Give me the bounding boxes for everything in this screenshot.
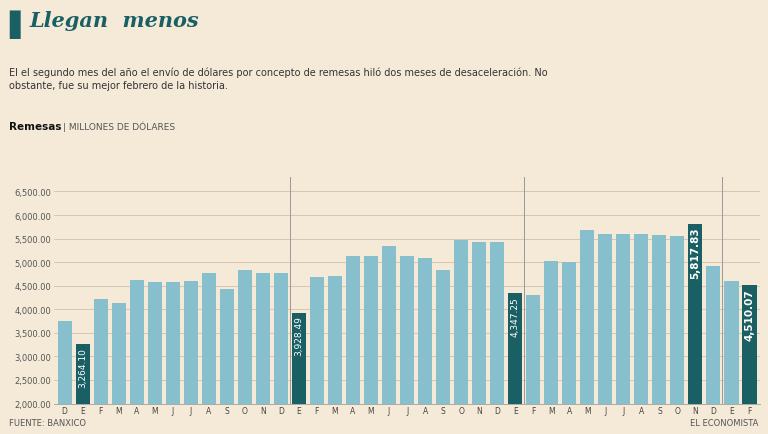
Text: 4,347.25: 4,347.25 xyxy=(511,296,520,336)
Bar xyxy=(184,281,198,404)
Text: Llegan  menos: Llegan menos xyxy=(29,11,199,31)
Bar xyxy=(688,224,703,404)
Bar xyxy=(616,235,631,404)
Bar xyxy=(310,277,324,404)
Bar xyxy=(436,270,450,404)
Text: 3,928.49: 3,928.49 xyxy=(294,316,303,355)
Bar xyxy=(292,313,306,404)
Bar xyxy=(274,274,288,404)
Text: FUENTE: BANXICO: FUENTE: BANXICO xyxy=(9,418,86,427)
Text: 4,510.07: 4,510.07 xyxy=(744,289,754,340)
Text: EL ECONOMISTA: EL ECONOMISTA xyxy=(690,418,759,427)
Bar xyxy=(562,262,576,404)
Bar xyxy=(130,280,144,404)
Bar xyxy=(743,286,756,404)
Bar xyxy=(472,242,486,404)
Bar xyxy=(545,262,558,404)
Bar xyxy=(382,247,396,404)
Bar xyxy=(238,270,252,404)
Bar xyxy=(490,242,504,404)
Bar xyxy=(652,235,667,404)
Bar xyxy=(598,235,612,404)
Bar xyxy=(147,283,162,404)
Bar xyxy=(220,289,233,404)
Bar xyxy=(707,266,720,404)
Text: El el segundo mes del año el envío de dólares por concepto de remesas hiló dos m: El el segundo mes del año el envío de dó… xyxy=(9,67,548,91)
Bar xyxy=(256,274,270,404)
Bar xyxy=(400,256,414,404)
Bar xyxy=(166,282,180,404)
Bar xyxy=(418,258,432,404)
Text: | MILLONES DE DÓLARES: | MILLONES DE DÓLARES xyxy=(63,122,175,132)
Bar xyxy=(526,296,540,404)
Text: ▌: ▌ xyxy=(9,11,31,39)
Bar xyxy=(508,293,522,404)
Bar xyxy=(634,235,648,404)
Bar xyxy=(724,281,739,404)
Bar xyxy=(670,236,684,404)
Bar xyxy=(94,299,108,404)
Text: 5,817.83: 5,817.83 xyxy=(690,227,700,279)
Text: 3,264.10: 3,264.10 xyxy=(78,347,87,387)
Bar xyxy=(202,274,216,404)
Bar xyxy=(454,241,468,404)
Bar xyxy=(328,277,342,404)
Bar xyxy=(111,303,126,404)
Bar xyxy=(75,344,90,404)
Bar xyxy=(581,230,594,404)
Bar xyxy=(58,321,71,404)
Bar xyxy=(346,256,360,404)
Text: Remesas: Remesas xyxy=(9,122,61,132)
Bar xyxy=(364,256,378,404)
